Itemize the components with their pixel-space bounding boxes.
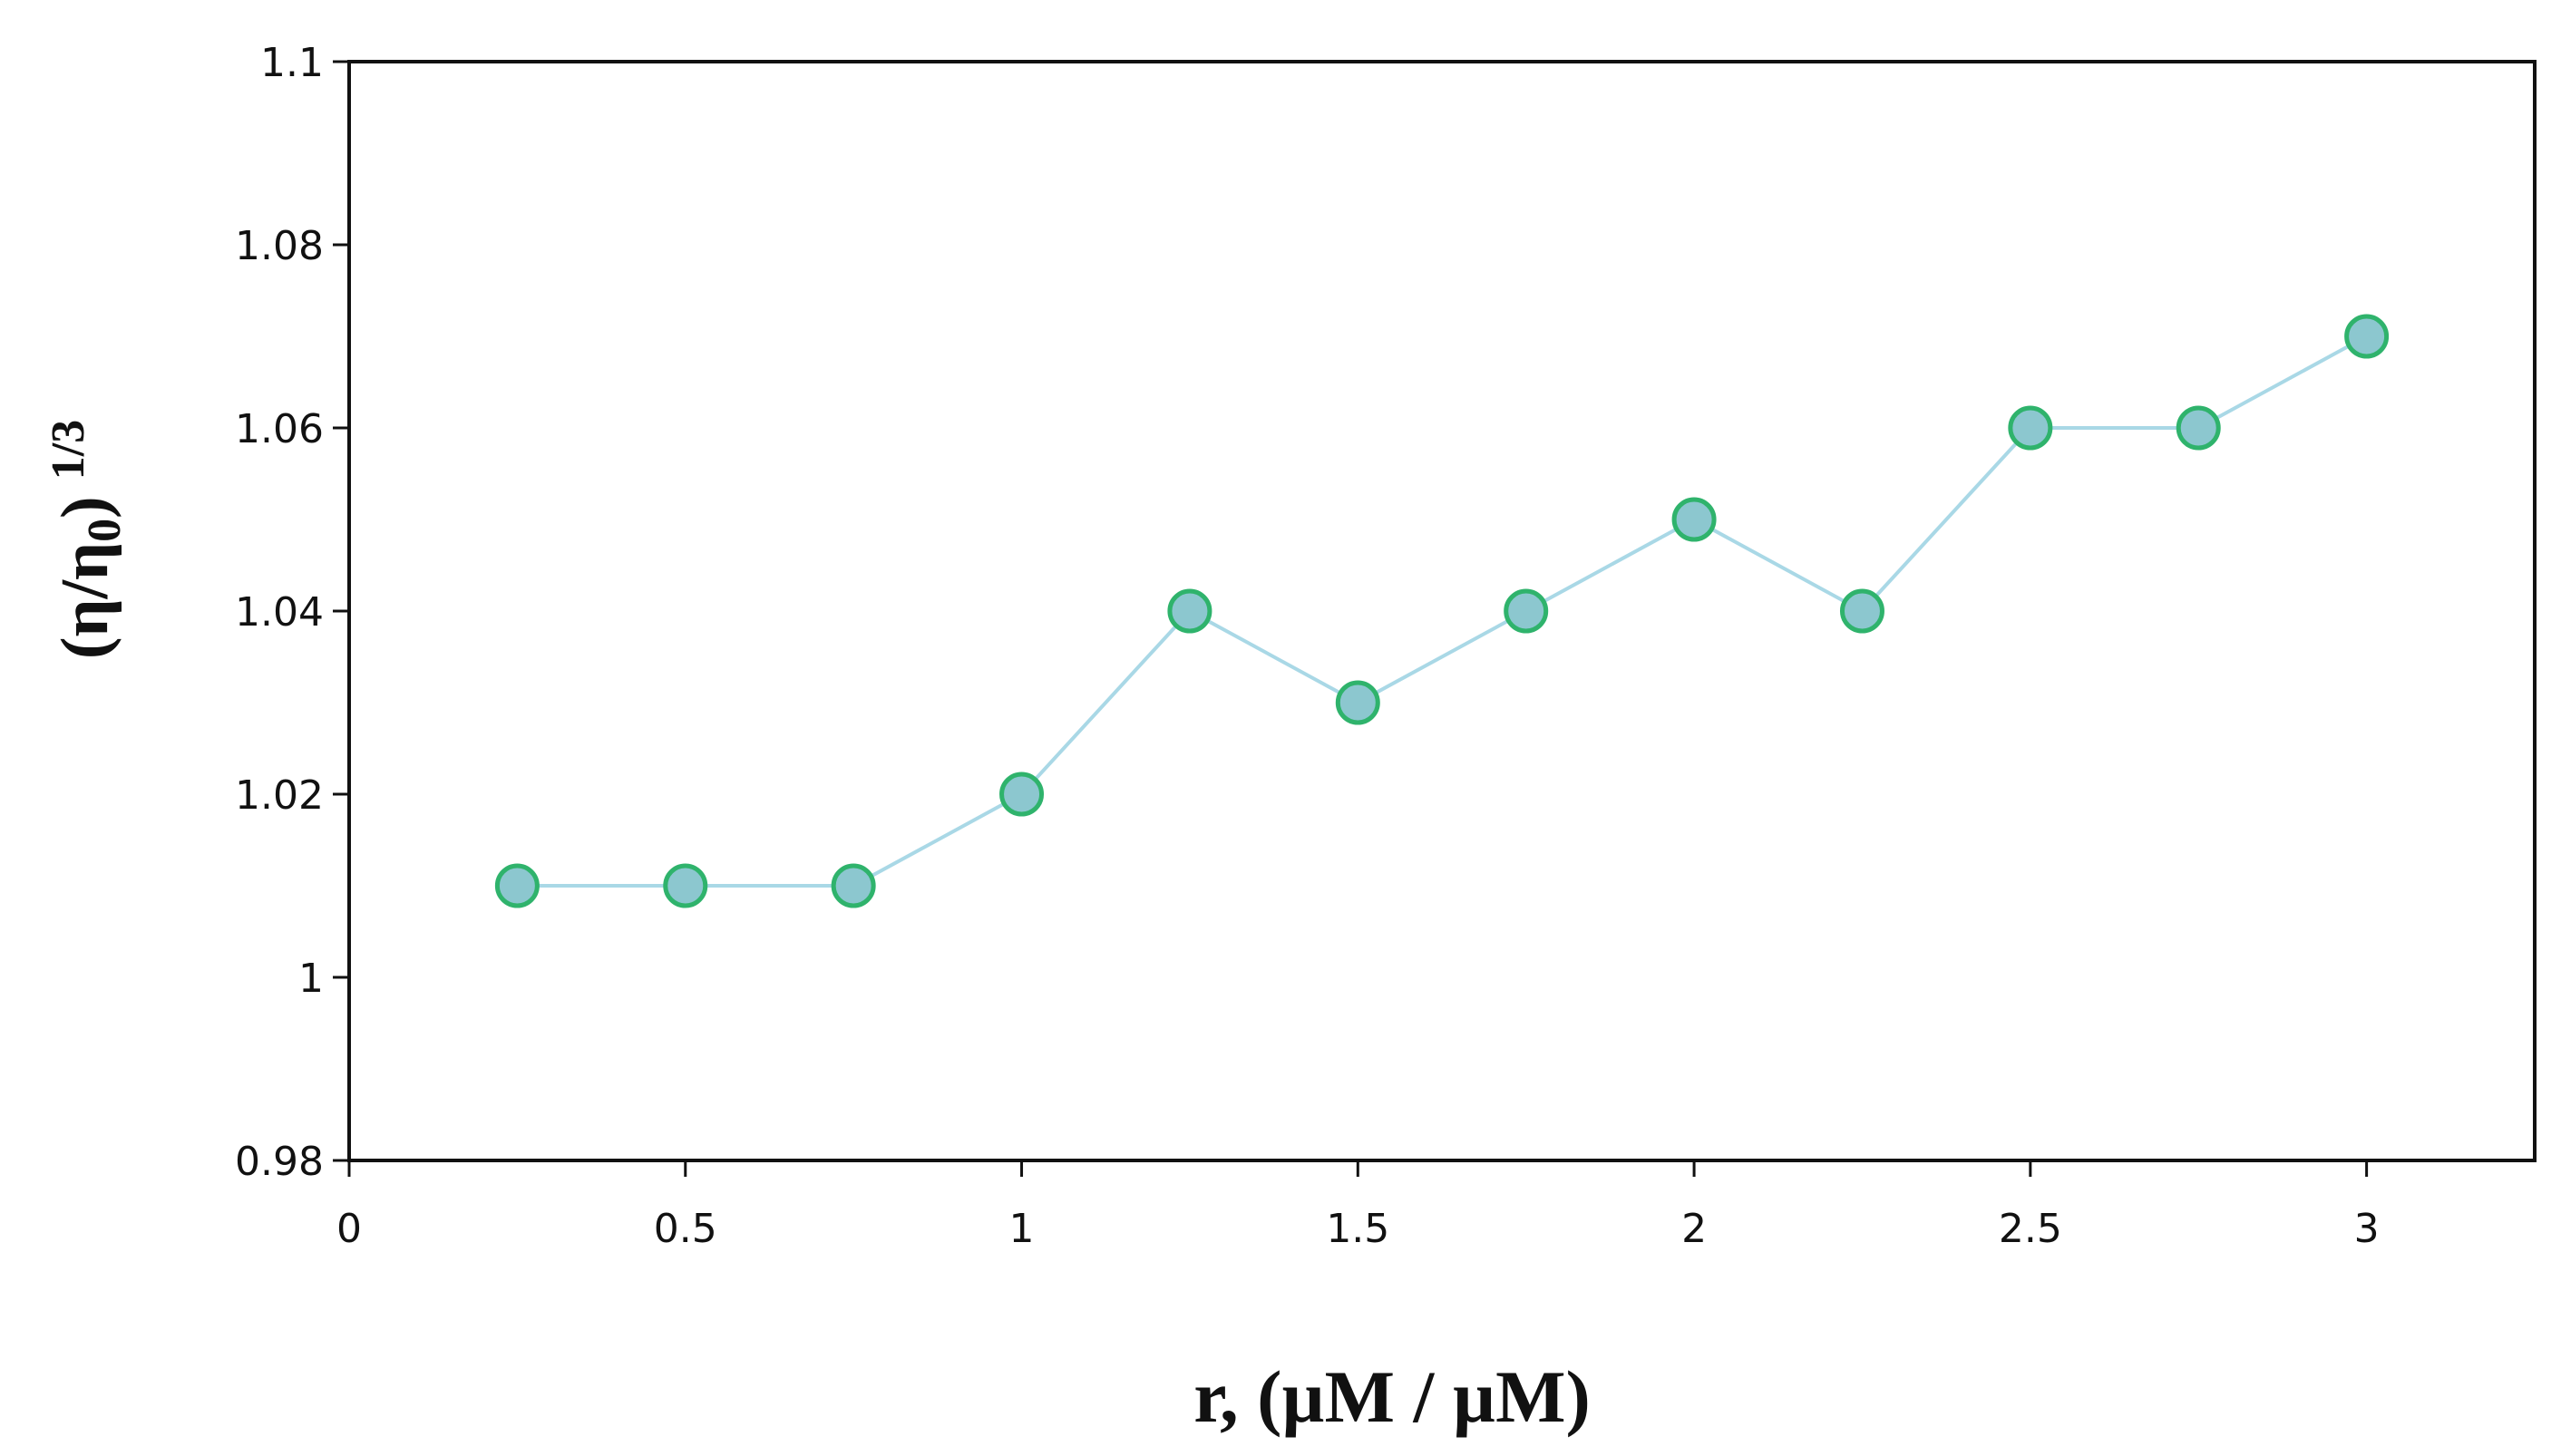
y-axis-title-superscript: 1/3 xyxy=(43,420,94,480)
x-tick-label: 2.5 xyxy=(1999,1206,2062,1252)
series-line xyxy=(517,335,2368,888)
data-point xyxy=(1167,588,1212,634)
y-tick-label: 1.02 xyxy=(235,772,324,819)
series-markers xyxy=(494,314,2390,908)
x-ticks xyxy=(347,1160,2369,1177)
y-tick-label: 1 xyxy=(298,956,324,1002)
y-tick-label: 0.98 xyxy=(235,1139,324,1185)
data-point xyxy=(1671,497,1717,542)
y-tick-label: 1.1 xyxy=(260,40,324,86)
data-point xyxy=(663,863,708,908)
y-tick-labels: 0.98 1 1.02 1.04 1.06 1.08 1.1 xyxy=(235,40,324,1185)
y-axis-title-subscript: 0 xyxy=(79,519,131,542)
data-point xyxy=(1335,680,1380,725)
y-tick-label: 1.04 xyxy=(235,589,324,636)
x-tick-label: 1 xyxy=(1009,1206,1035,1252)
x-tick-label: 3 xyxy=(2354,1206,2380,1252)
x-tick-label: 0 xyxy=(336,1206,362,1252)
data-point xyxy=(1504,588,1549,634)
data-point xyxy=(831,863,876,908)
data-point xyxy=(2176,405,2221,451)
x-axis-title: r, (µM / µM) xyxy=(1193,1355,1591,1438)
x-tick-label: 1.5 xyxy=(1326,1206,1389,1252)
series-lines xyxy=(517,335,2368,888)
data-point xyxy=(2008,405,2053,451)
y-tick-label: 1.08 xyxy=(235,223,324,269)
y-tick-label: 1.06 xyxy=(235,406,324,452)
data-point xyxy=(1839,588,1884,634)
y-axis-title: (η/η0) 1/3 xyxy=(43,420,131,659)
y-axis-title-close: ) xyxy=(48,496,122,519)
x-tick-labels: 0 0.5 1 1.5 2 2.5 3 xyxy=(336,1206,2380,1252)
x-tick-label: 2 xyxy=(1681,1206,1707,1252)
y-ticks xyxy=(333,60,349,1162)
x-tick-label: 0.5 xyxy=(654,1206,717,1252)
data-point xyxy=(999,772,1045,817)
data-point xyxy=(494,863,540,908)
y-axis-title-main: (η/η xyxy=(48,542,122,659)
data-point xyxy=(2344,314,2390,359)
plot-area-frame xyxy=(347,60,2537,1162)
